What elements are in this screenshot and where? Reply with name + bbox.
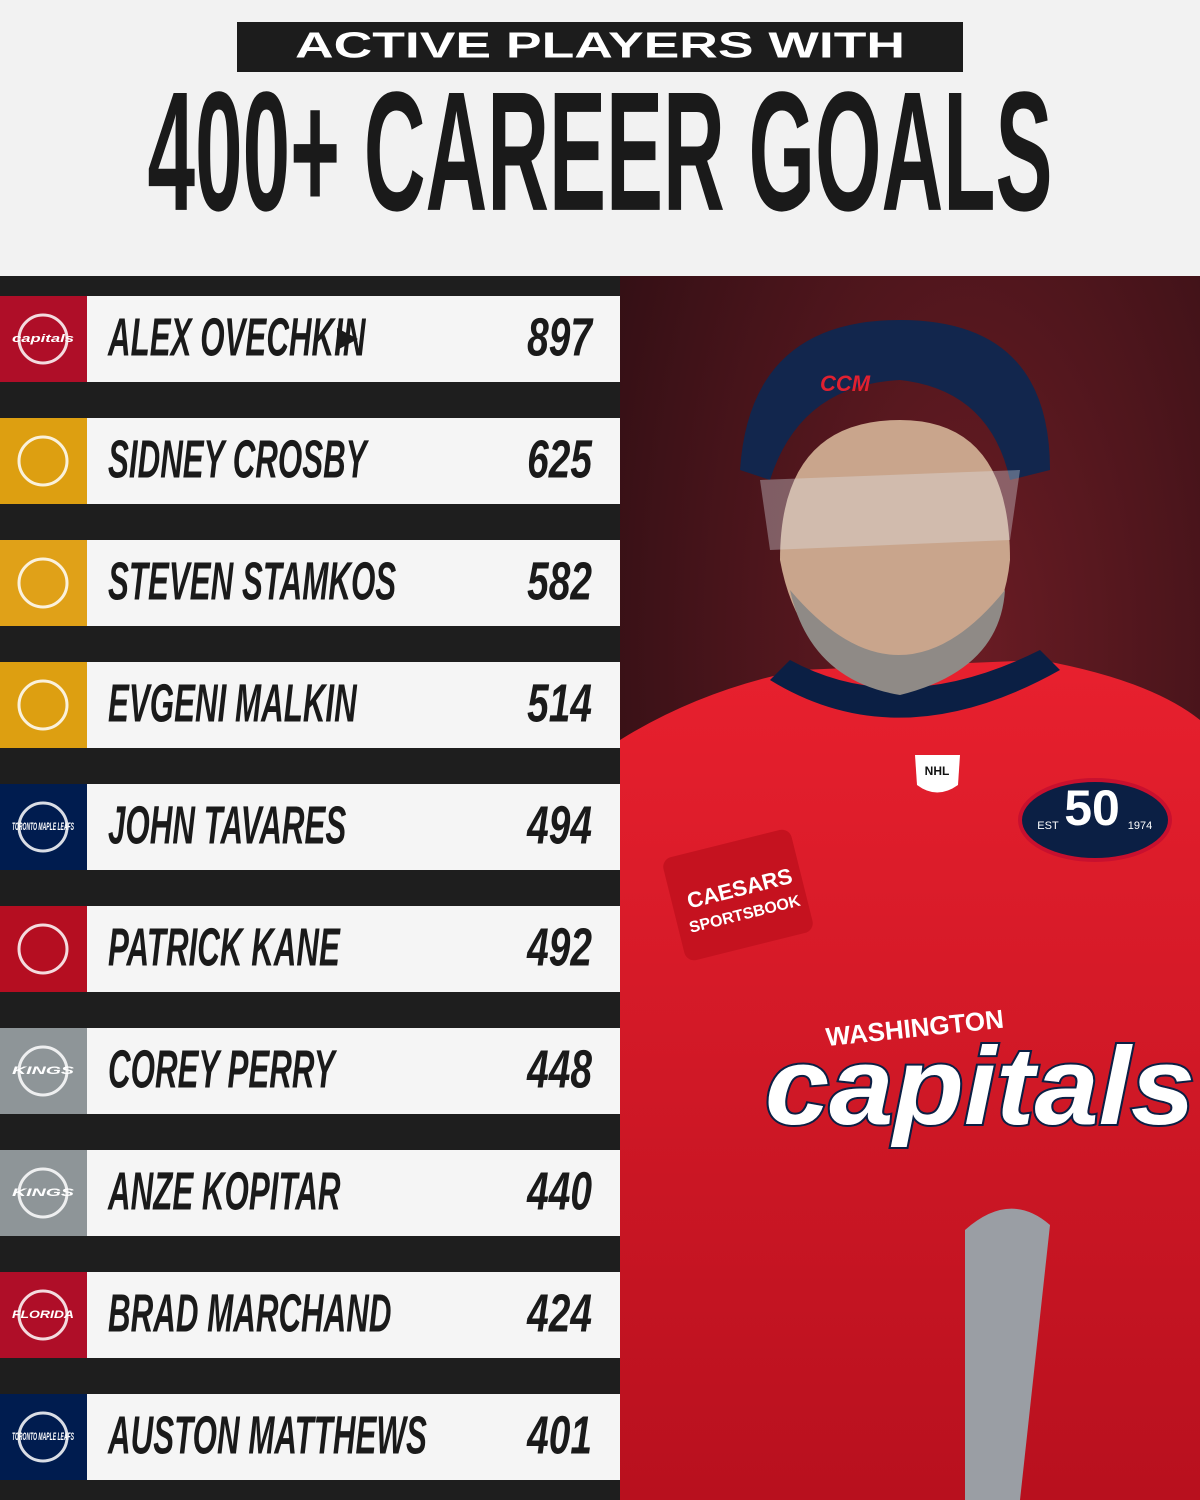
row-bg bbox=[87, 784, 620, 870]
goals: 582 bbox=[527, 550, 592, 611]
team-logo-bg bbox=[0, 1028, 87, 1114]
player-name: COREY PERRY bbox=[108, 1040, 337, 1100]
row: KINGS COREY PERRY 448 bbox=[0, 1028, 620, 1114]
row: FLORIDA BRAD MARCHAND 424 bbox=[0, 1272, 620, 1358]
visor bbox=[760, 470, 1020, 550]
row-bg bbox=[87, 1272, 620, 1358]
stick bbox=[965, 1208, 1050, 1500]
team-logo-text: KINGS bbox=[12, 1187, 75, 1199]
team-logo-text: TORONTO MAPLE LEAFS bbox=[12, 1431, 74, 1443]
row: STEVEN STAMKOS 582 bbox=[0, 540, 620, 626]
player-name: SIDNEY CROSBY bbox=[108, 430, 369, 490]
rows: capitals ALEX OVECHKIN 897 SIDNEY CROSBY 625… bbox=[0, 296, 620, 1480]
team-logo-mark bbox=[17, 435, 69, 487]
team-logo-bg bbox=[0, 906, 87, 992]
shield-text: NHL bbox=[925, 764, 950, 778]
team-logo-shade bbox=[0, 906, 87, 992]
patch-est: EST bbox=[1037, 820, 1059, 832]
patch-year: 1974 bbox=[1128, 820, 1152, 832]
team-logo-mark bbox=[17, 1411, 69, 1463]
indicator-arrow bbox=[337, 328, 358, 350]
goals: 897 bbox=[527, 306, 593, 367]
patch-number: 50 bbox=[1064, 780, 1120, 836]
team-logo-shade bbox=[0, 540, 87, 626]
team-logo-bg bbox=[0, 784, 87, 870]
row: capitals ALEX OVECHKIN 897 bbox=[0, 296, 620, 382]
goals: 494 bbox=[526, 794, 592, 855]
helmet bbox=[740, 320, 1050, 480]
team-logo-mark bbox=[17, 679, 69, 731]
team-logo-mark bbox=[17, 801, 69, 853]
team-logo-shade bbox=[0, 1394, 87, 1480]
team-logo-shade bbox=[0, 1028, 87, 1114]
team-logo-text: TORONTO MAPLE LEAFS bbox=[12, 821, 74, 833]
team-logo-bg bbox=[0, 1394, 87, 1480]
team-logo-bg bbox=[0, 662, 87, 748]
row-bg bbox=[87, 662, 620, 748]
kicker: ACTIVE PLAYERS WITH bbox=[295, 25, 905, 66]
helmet-text: CCM bbox=[820, 371, 871, 396]
player-name: AUSTON MATTHEWS bbox=[107, 1406, 427, 1466]
player-name: ALEX OVECHKIN bbox=[107, 308, 366, 368]
nhl-shield bbox=[915, 755, 960, 793]
goals: 401 bbox=[526, 1404, 592, 1465]
team-logo-bg bbox=[0, 418, 87, 504]
row: KINGS ANZE KOPITAR 440 bbox=[0, 1150, 620, 1236]
team-logo-mark bbox=[17, 313, 69, 365]
row-bg bbox=[87, 1150, 620, 1236]
player-name: EVGENI MALKIN bbox=[108, 674, 358, 734]
row: EVGENI MALKIN 514 bbox=[0, 662, 620, 748]
face bbox=[780, 420, 1010, 690]
team-logo-text: FLORIDA bbox=[12, 1309, 74, 1321]
row: TORONTO MAPLE LEAFS AUSTON MATTHEWS 401 bbox=[0, 1394, 620, 1480]
team-logo-shade bbox=[0, 784, 87, 870]
sponsor-patch bbox=[663, 829, 813, 961]
team-logo-shade bbox=[0, 1272, 87, 1358]
player-name: ANZE KOPITAR bbox=[107, 1162, 340, 1222]
row-bg bbox=[87, 1394, 620, 1480]
row-bg bbox=[87, 418, 620, 504]
photo: CCM NHL 50 EST 1974 CAESARS SPORTSBOOK W… bbox=[620, 276, 1200, 1500]
team-logo-shade bbox=[0, 418, 87, 504]
goals: 514 bbox=[527, 672, 592, 733]
row-bg bbox=[87, 906, 620, 992]
team-logo-text: capitals bbox=[12, 333, 74, 345]
player-name: PATRICK KANE bbox=[108, 918, 341, 978]
goals: 492 bbox=[526, 916, 592, 977]
crest-main: capitals bbox=[765, 1025, 1195, 1148]
team-logo-shade bbox=[0, 296, 87, 382]
team-logo-bg bbox=[0, 296, 87, 382]
collar bbox=[770, 650, 1060, 718]
team-logo-bg bbox=[0, 1150, 87, 1236]
goals: 448 bbox=[526, 1038, 592, 1099]
team-logo-mark bbox=[17, 1289, 69, 1341]
goals: 440 bbox=[526, 1160, 592, 1221]
row-bg bbox=[87, 1028, 620, 1114]
team-logo-mark bbox=[17, 923, 69, 975]
player-name: BRAD MARCHAND bbox=[108, 1284, 391, 1344]
row: PATRICK KANE 492 bbox=[0, 906, 620, 992]
player-name: STEVEN STAMKOS bbox=[108, 552, 396, 612]
beard bbox=[790, 590, 1005, 695]
row: SIDNEY CROSBY 625 bbox=[0, 418, 620, 504]
team-logo-bg bbox=[0, 540, 87, 626]
goals: 424 bbox=[526, 1282, 592, 1343]
patch bbox=[1018, 778, 1172, 862]
kicker-bar bbox=[237, 22, 963, 72]
team-logo-mark bbox=[17, 1167, 69, 1219]
team-logo-shade bbox=[0, 662, 87, 748]
player-name: JOHN TAVARES bbox=[108, 796, 346, 856]
title: 400+ CAREER GOALS bbox=[148, 57, 1053, 247]
goals: 625 bbox=[527, 428, 593, 489]
team-logo-mark bbox=[17, 1045, 69, 1097]
team-logo-bg bbox=[0, 1272, 87, 1358]
row: TORONTO MAPLE LEAFS JOHN TAVARES 494 bbox=[0, 784, 620, 870]
team-logo-mark bbox=[17, 557, 69, 609]
team-logo-text: KINGS bbox=[12, 1065, 75, 1077]
row-bg bbox=[87, 540, 620, 626]
team-logo-shade bbox=[0, 1150, 87, 1236]
